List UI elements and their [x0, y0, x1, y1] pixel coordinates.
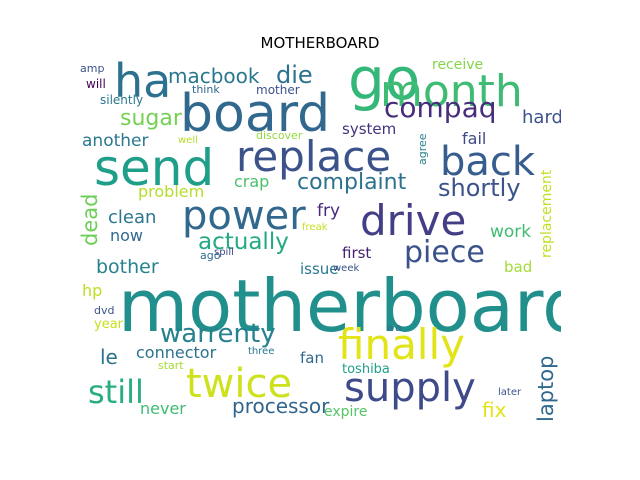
- word-problem: problem: [138, 182, 205, 201]
- word-crap: crap: [234, 172, 270, 191]
- word-cloud: motherboard go board send month ha replace back…: [80, 58, 561, 428]
- word-think: think: [192, 83, 220, 96]
- word-fan: fan: [300, 349, 324, 367]
- word-now: now: [110, 226, 144, 245]
- word-sugar: sugar: [120, 106, 182, 131]
- word-drive: drive: [360, 196, 467, 245]
- word-shortly: shortly: [438, 174, 521, 202]
- word-bad: bad: [504, 258, 533, 276]
- word-replace: replace: [236, 132, 392, 181]
- word-warrenty: warrenty: [160, 319, 276, 349]
- word-three: three: [248, 346, 275, 357]
- word-toshiba: toshiba: [342, 362, 390, 377]
- word-hp: hp: [82, 281, 103, 300]
- word-agree: agree: [416, 133, 429, 165]
- word-send: send: [94, 139, 215, 197]
- word-still: still: [88, 373, 144, 411]
- word-supply: supply: [344, 365, 476, 411]
- word-first: first: [342, 244, 372, 262]
- word-issue: issue: [300, 260, 339, 278]
- word-freak: freak: [302, 222, 328, 233]
- word-finally: finally: [338, 320, 466, 369]
- word-never: never: [140, 399, 186, 418]
- word-fry: fry: [317, 201, 341, 221]
- word-hard: hard: [522, 107, 561, 128]
- word-actually: actually: [198, 229, 289, 255]
- word-motherboard: motherboard: [118, 264, 561, 348]
- word-fix: fix: [482, 398, 507, 422]
- word-spill: spill: [214, 247, 234, 258]
- word-well: well: [178, 135, 198, 146]
- word-compaq: compaq: [384, 91, 497, 124]
- word-work: work: [490, 222, 532, 242]
- word-wa: wa: [386, 321, 402, 334]
- word-processor: processor: [232, 394, 330, 418]
- chart-title: MOTHERBOARD: [260, 34, 380, 52]
- word-dead: dead: [80, 193, 102, 246]
- word-dvd: dvd: [94, 304, 115, 317]
- word-system: system: [342, 120, 397, 138]
- word-board: board: [180, 84, 331, 144]
- word-bother: bother: [96, 256, 159, 278]
- word-le: le: [100, 345, 118, 369]
- word-power: power: [182, 193, 306, 239]
- word-die: die: [276, 61, 313, 89]
- word-month: month: [380, 66, 523, 117]
- word-expire: expire: [324, 404, 368, 420]
- word-complaint: complaint: [297, 170, 407, 195]
- word-start: start: [158, 359, 184, 372]
- word-week: week: [333, 263, 360, 274]
- word-ago: ago: [200, 249, 221, 262]
- word-year: year: [94, 317, 124, 332]
- word-mother: mother: [256, 83, 300, 97]
- word-another: another: [82, 131, 149, 151]
- word-fail: fail: [462, 129, 487, 148]
- word-connector: connector: [136, 343, 217, 362]
- word-macbook: macbook: [168, 64, 260, 88]
- word-back: back: [440, 139, 536, 185]
- word-piece: piece: [404, 235, 485, 270]
- word-silently: silently: [100, 93, 144, 107]
- word-receive: receive: [432, 58, 484, 73]
- word-amp: amp: [80, 62, 105, 75]
- word-go: go: [348, 58, 421, 113]
- word-twice: twice: [186, 361, 293, 407]
- word-replacement: replacement: [539, 169, 555, 258]
- word-laptop: laptop: [534, 355, 558, 422]
- word-clean: clean: [108, 207, 157, 228]
- word-discover: discover: [256, 129, 303, 142]
- word-later: later: [498, 387, 522, 398]
- word-will: will: [86, 77, 106, 91]
- word-ha: ha: [114, 58, 172, 108]
